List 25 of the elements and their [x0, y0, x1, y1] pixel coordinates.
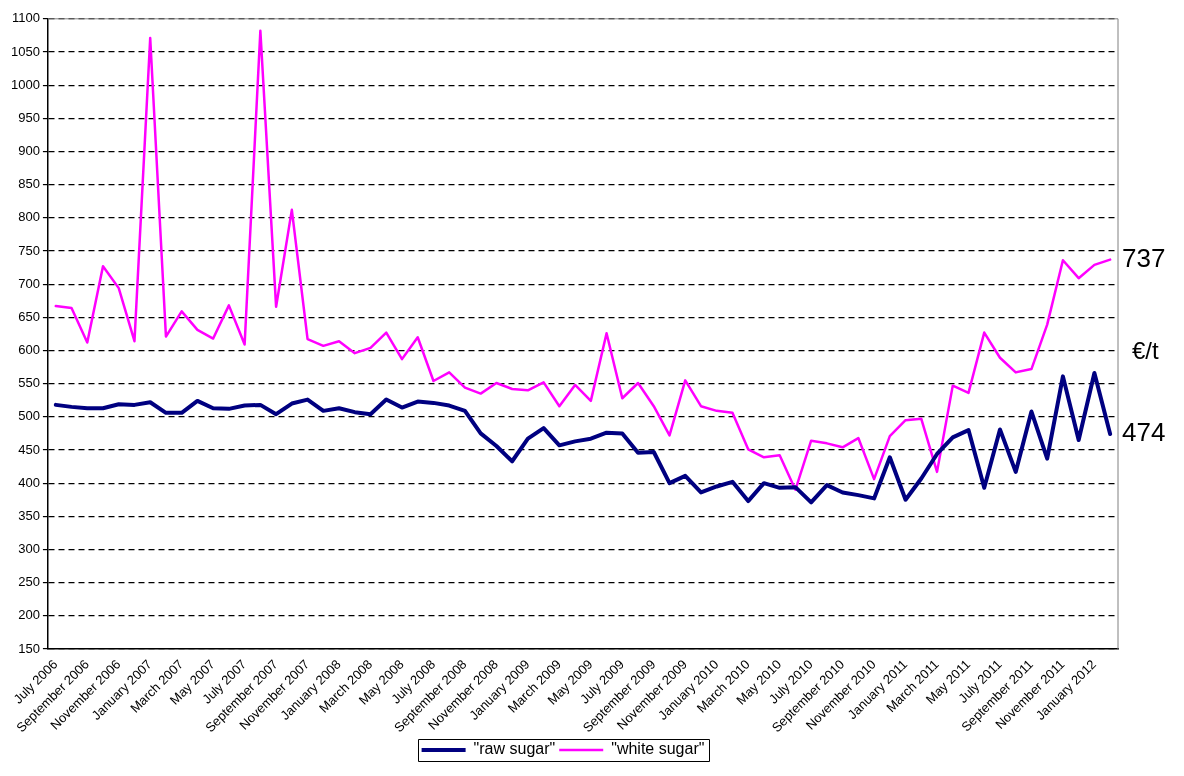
y-tick-label: 700: [18, 275, 40, 291]
y-tick-label: 550: [18, 375, 40, 391]
y-axis-title: €/t: [1132, 337, 1160, 365]
y-tick-label: 650: [18, 308, 40, 324]
y-tick-label: 950: [18, 109, 40, 125]
y-tick-label: 400: [18, 474, 40, 490]
text: 737: [1122, 242, 1166, 273]
y-tick-label: 350: [18, 507, 40, 523]
y-tick-label: 450: [18, 441, 40, 457]
y-tick-label: 750: [18, 242, 40, 258]
y-tick-label: 600: [18, 342, 40, 358]
y-tick-label: 150: [18, 640, 40, 656]
text: 474: [1122, 417, 1166, 448]
y-tick-label: 500: [18, 408, 40, 424]
y-tick-label: 900: [18, 143, 40, 159]
legend-label: "raw sugar": [473, 740, 556, 758]
y-tick-label: 250: [18, 574, 40, 590]
y-tick-label: 850: [18, 176, 40, 192]
y-tick-label: 800: [18, 209, 40, 225]
y-tick-label: 1000: [11, 76, 40, 92]
y-tick-label: 300: [18, 541, 40, 557]
y-tick-label: 1050: [11, 43, 40, 59]
legend-label: "white sugar": [611, 740, 705, 758]
y-tick-label: 1100: [11, 10, 40, 26]
y-tick-label: 200: [18, 607, 40, 623]
